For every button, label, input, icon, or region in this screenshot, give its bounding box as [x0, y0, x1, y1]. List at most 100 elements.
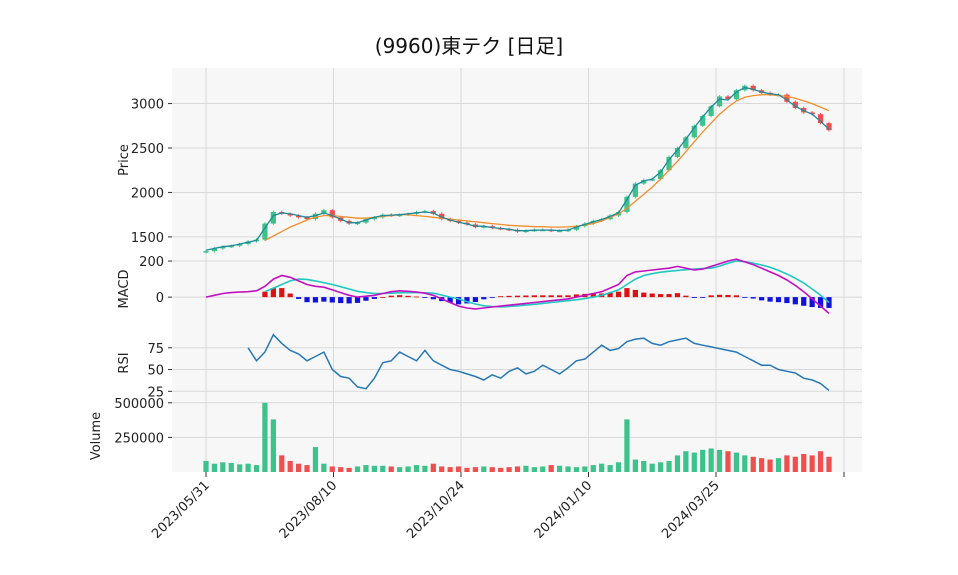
volume-bar — [624, 419, 630, 472]
candle-body — [632, 183, 638, 197]
volume-bar — [784, 455, 790, 472]
volume-bar — [565, 466, 571, 472]
candle-body — [237, 244, 243, 246]
volume-bar — [691, 452, 697, 472]
candle-body — [784, 94, 790, 102]
macd-histogram-bar — [733, 295, 740, 298]
macd-histogram-bar — [295, 297, 302, 299]
candle-body — [658, 170, 664, 180]
volume-bar — [295, 463, 302, 472]
volume-bar — [354, 466, 361, 472]
x-tick-label: 2024/03/25 — [659, 478, 723, 542]
macd-histogram-bar — [817, 297, 824, 308]
volume-bar — [270, 419, 276, 472]
volume-bar — [759, 458, 765, 472]
rsi-axis-label: RSI — [117, 352, 132, 373]
candle-body — [649, 179, 655, 181]
candle-body — [716, 96, 723, 107]
macd-histogram-bar — [826, 297, 832, 308]
macd-histogram-bar — [321, 297, 327, 302]
volume-bar — [683, 451, 689, 472]
macd-panel-background — [172, 252, 862, 326]
candle-body — [312, 213, 319, 220]
volume-bar — [649, 463, 655, 472]
volume-bar — [573, 467, 580, 472]
volume-bar — [540, 466, 546, 472]
candle-body — [826, 123, 832, 131]
volume-bar — [498, 467, 504, 472]
volume-bar — [472, 467, 479, 472]
macd-histogram-bar — [329, 297, 335, 303]
macd-histogram-bar — [270, 288, 276, 298]
rsi-line — [247, 333, 830, 391]
volume-bar — [312, 447, 319, 472]
macd-histogram-bar — [262, 291, 268, 298]
volume-bar — [430, 463, 436, 472]
volume-axis-label: Volume — [89, 412, 104, 460]
volume-bar — [716, 449, 723, 472]
x-tick-label: 2023/05/31 — [149, 478, 213, 542]
candle-body — [556, 230, 563, 233]
macd-histogram-bar — [691, 297, 697, 299]
macd-histogram-bar — [304, 297, 310, 303]
macd-histogram-bar — [666, 294, 672, 298]
macd-histogram-bar — [641, 292, 647, 298]
volume-bar — [641, 460, 647, 472]
macd-histogram-bar — [354, 297, 361, 303]
volume-bar — [556, 465, 563, 472]
volume-bar — [371, 465, 377, 472]
candle-body — [624, 196, 630, 212]
volume-bar — [708, 448, 714, 472]
candle-body — [481, 226, 487, 228]
macd-histogram-bar — [506, 295, 512, 298]
price-tick-label: 2000 — [131, 186, 164, 201]
volume-bar — [422, 465, 428, 472]
x-tick-label: 2023/10/24 — [404, 478, 468, 542]
volume-bar — [220, 462, 226, 472]
volume-bar — [304, 465, 310, 472]
macd-histogram-bar — [708, 295, 714, 298]
macd-histogram-bar — [430, 297, 436, 300]
volume-bar — [447, 467, 453, 472]
macd-tick-label: 200 — [139, 255, 164, 270]
volume-bar — [380, 465, 386, 472]
macd-histogram-bar — [422, 297, 428, 298]
candle-body — [321, 210, 327, 214]
candle-body — [817, 114, 824, 124]
volume-tick-label: 250000 — [114, 431, 164, 446]
macd-histogram-bar — [775, 297, 782, 303]
candle-body — [295, 215, 302, 218]
macd-histogram-bar — [615, 291, 622, 298]
volume-bar — [582, 466, 588, 472]
macd-histogram-bar — [716, 294, 723, 298]
macd-signal-line — [264, 260, 830, 308]
volume-bar — [742, 455, 748, 472]
volume-bar — [279, 455, 285, 472]
macd-histogram-bar — [565, 295, 571, 298]
macd-histogram-bar — [489, 297, 495, 298]
macd-tick-label: 0 — [156, 291, 164, 306]
macd-line — [205, 258, 830, 315]
candle-body — [397, 214, 403, 217]
volume-bar — [615, 462, 622, 472]
price-axis-label: Price — [117, 144, 132, 176]
macd-histogram-bar — [725, 294, 731, 298]
volume-bar — [237, 464, 243, 472]
candle-body — [363, 219, 369, 223]
rsi-tick-label: 50 — [147, 364, 164, 379]
candle-body — [211, 248, 218, 252]
volume-bar — [253, 465, 260, 472]
macd-histogram-bar — [346, 297, 352, 304]
macd-histogram-bar — [548, 295, 554, 298]
macd-histogram-bar — [767, 297, 773, 302]
macd-histogram-bar — [287, 293, 293, 298]
volume-bar — [607, 465, 613, 472]
volume-bar — [674, 455, 681, 472]
volume-bar — [750, 456, 756, 472]
volume-bar — [733, 452, 740, 472]
volume-bar — [514, 466, 521, 472]
volume-bar — [363, 465, 369, 472]
volume-bar — [388, 466, 394, 472]
volume-bar — [817, 451, 824, 472]
macd-histogram-bar — [405, 295, 411, 298]
